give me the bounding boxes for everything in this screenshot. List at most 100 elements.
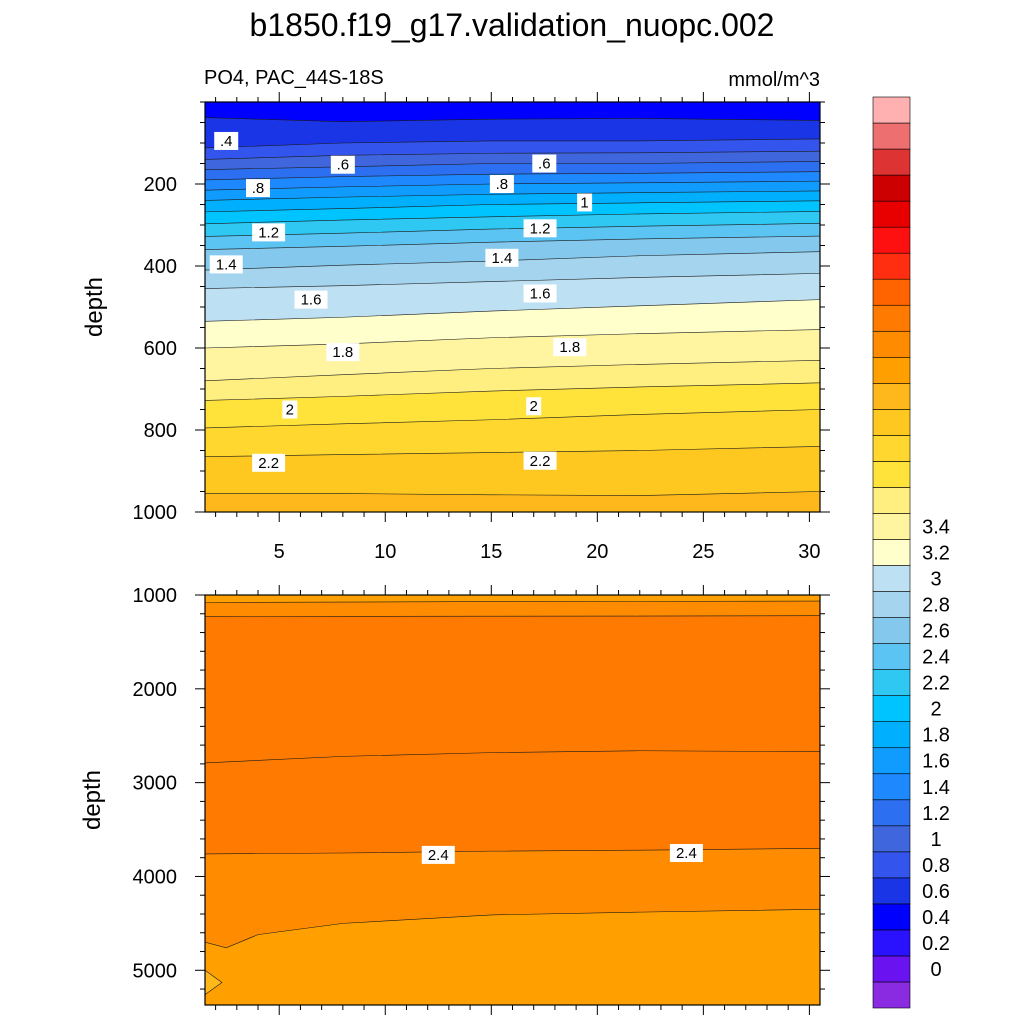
colorbar-label: 1 <box>930 829 941 851</box>
contour-label: 1.6 <box>530 285 551 302</box>
contour-label: 2.4 <box>428 847 449 864</box>
contour-label-box <box>532 154 557 173</box>
colorbar-swatch <box>872 304 911 332</box>
contour-line <box>205 491 820 496</box>
colorbar-swatch <box>872 773 911 801</box>
contour-label: .6 <box>538 156 551 173</box>
colorbar-swatch <box>872 409 911 436</box>
colorbar-swatch <box>872 513 911 540</box>
contour-label-box <box>330 155 355 174</box>
contour-line <box>205 299 820 322</box>
upper-fill-layer <box>205 102 820 512</box>
upper-axis-ticks: 5 10 15 20 25 30 200 400 600 800 1000 <box>133 92 830 563</box>
colorbar-label: 2.4 <box>922 647 950 669</box>
contour-line <box>205 615 820 617</box>
colorbar-swatch <box>872 356 911 384</box>
colorbar-swatch <box>872 487 911 514</box>
contour-band <box>205 909 820 1005</box>
colorbar-swatch <box>872 877 911 905</box>
contour-band <box>205 491 820 512</box>
x-tick-label: 10 <box>374 541 396 563</box>
lower-y-axis-title: depth <box>79 770 106 830</box>
colorbar-swatch <box>872 383 911 410</box>
contour-label-box <box>209 255 243 274</box>
colorbar-swatch <box>872 721 911 749</box>
contour-label: 1.2 <box>530 220 551 237</box>
colorbar-swatch <box>872 565 911 592</box>
contour-line <box>205 750 820 764</box>
colorbar-label: 2.2 <box>922 673 950 695</box>
colorbar-swatch <box>872 617 911 644</box>
y-tick-label: 2000 <box>133 679 178 701</box>
x-tick-label: 25 <box>692 541 714 563</box>
contour-line <box>205 190 820 201</box>
contour-label-box <box>526 397 542 416</box>
contour-label-box <box>282 400 298 419</box>
contour-label: 1.4 <box>216 256 237 273</box>
contour-line <box>205 138 820 149</box>
lower-contour-lines <box>205 600 820 995</box>
contour-label-box <box>577 193 593 212</box>
colorbar-label: 1.4 <box>922 777 950 799</box>
contour-label-box <box>252 453 286 472</box>
colorbar-label: 0 <box>930 959 941 981</box>
colorbar-swatch <box>872 929 911 957</box>
colorbar-swatch <box>872 643 911 670</box>
y-tick-label: 5000 <box>133 960 178 982</box>
colorbar-swatch <box>872 695 911 722</box>
y-tick-label: 4000 <box>133 866 178 888</box>
contour-label-box <box>214 131 239 150</box>
colorbar-label: 1.8 <box>922 725 950 747</box>
contour-line <box>205 848 820 855</box>
colorbar-swatch <box>872 461 911 488</box>
contour-label: 2 <box>286 402 294 419</box>
upper-panel: .4 .6 .6 .8 .8 1 1.2 1.2 1.4 1.4 1.6 1.6 1.8 1.8 2 2 2.2… <box>81 92 830 563</box>
chart-subtitle-variable: PO4, PAC_44S-18S <box>204 67 384 89</box>
contour-line <box>205 161 820 170</box>
upper-contour-labels: .4 .6 .6 .8 .8 1 1.2 1.2 1.4 1.4 1.6 1.6 1.8 1.8 2 2 2.2… <box>209 131 593 472</box>
upper-y-axis-title: depth <box>81 277 108 337</box>
colorbar-swatch <box>872 981 911 1009</box>
y-tick-label: 400 <box>144 256 177 278</box>
contour-label-box <box>294 290 328 309</box>
contour-label-box <box>669 844 703 863</box>
colorbar-swatch <box>872 148 911 176</box>
y-tick-label: 600 <box>144 338 177 360</box>
contour-label-box <box>421 845 455 864</box>
contour-label: 1.8 <box>332 344 353 361</box>
x-tick-label: 20 <box>586 541 608 563</box>
colorbar-label: 0.6 <box>922 881 950 903</box>
colorbar-label: 3.4 <box>922 516 950 538</box>
contour-label: 2 <box>530 398 538 415</box>
contour-label: 2.2 <box>258 455 279 472</box>
contour-line <box>205 360 820 382</box>
colorbar-swatch <box>872 435 911 462</box>
colorbar-label: 3 <box>930 569 941 591</box>
contour-label: 1.8 <box>559 339 580 356</box>
colorbar-swatch <box>872 955 911 983</box>
colorbar-swatch <box>872 591 911 618</box>
contour-band <box>205 970 222 995</box>
contour-line <box>205 600 820 603</box>
contour-line <box>205 150 820 160</box>
colorbar-label: 0.4 <box>922 907 950 929</box>
colorbar-label: 2.8 <box>922 595 950 617</box>
chart-subtitle-units: mmol/m^3 <box>728 69 820 91</box>
contour-label: 1.6 <box>301 292 322 309</box>
lower-panel: 2.4 2.4 1000 2000 3000 4000 5000 depth <box>79 585 830 1015</box>
contour-line <box>205 382 820 401</box>
contour-label: 2.4 <box>676 845 697 862</box>
contour-label: 1 <box>580 194 588 211</box>
colorbar-swatch <box>872 799 911 827</box>
lower-contour-labels: 2.4 2.4 <box>421 844 703 864</box>
contour-label-box <box>246 179 271 198</box>
colorbar-swatch <box>872 174 911 202</box>
contour-line <box>205 235 820 250</box>
colorbar-label: 0.2 <box>922 933 950 955</box>
colorbar-swatch <box>872 903 911 931</box>
contour-label-box <box>523 219 557 238</box>
contour-label-box <box>489 175 514 193</box>
colorbar-label: 2.6 <box>922 621 950 643</box>
y-tick-label: 800 <box>144 420 177 442</box>
